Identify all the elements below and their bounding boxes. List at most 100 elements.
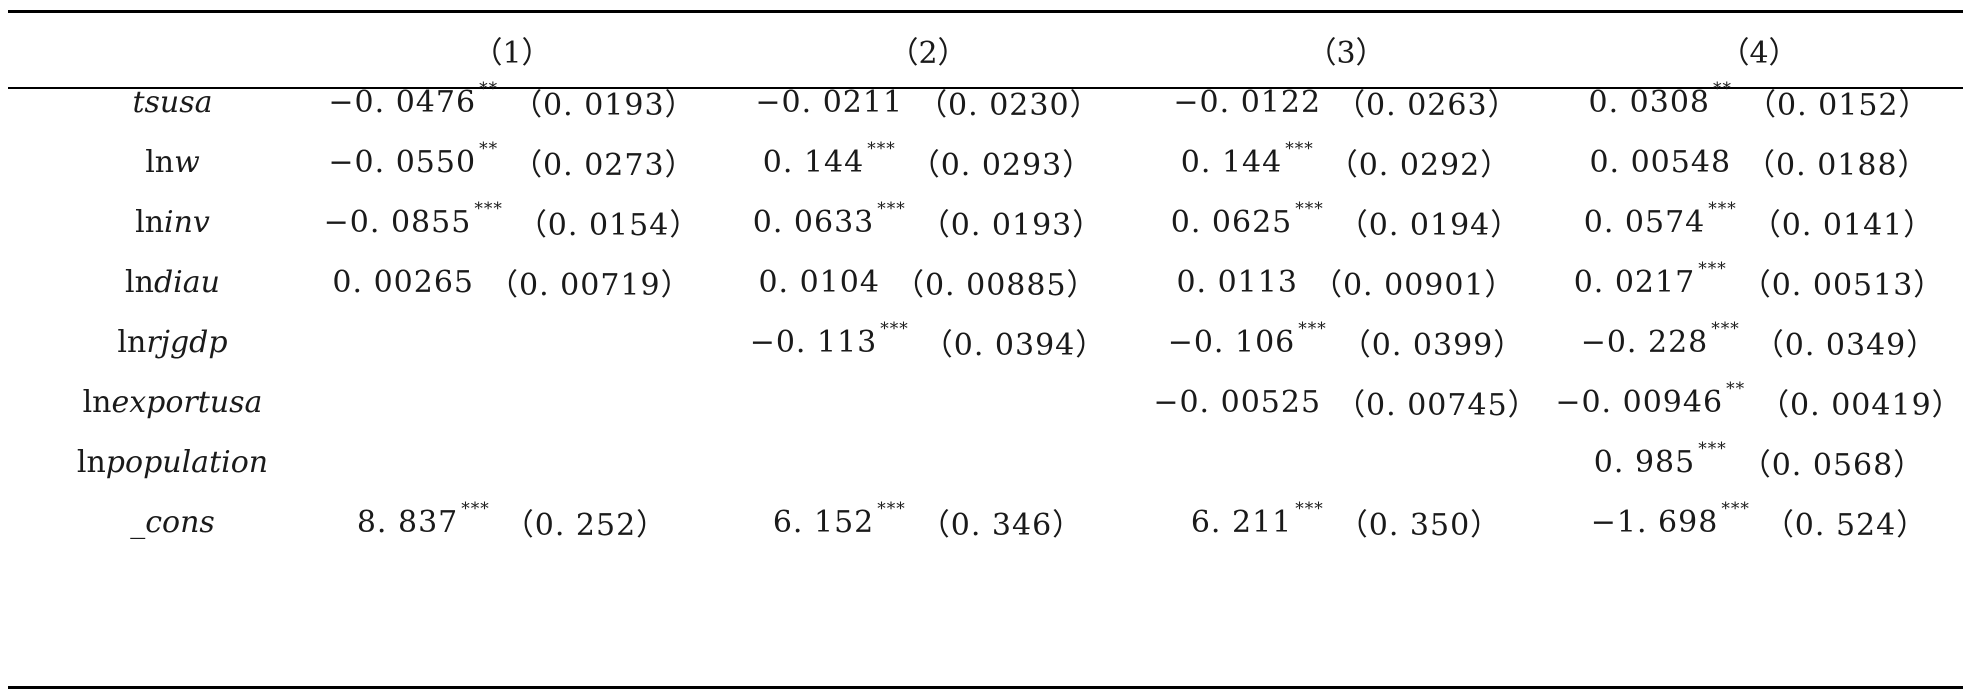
- significance-stars: **: [479, 79, 499, 99]
- coefficient: −1. 698: [1590, 504, 1719, 540]
- variable-label-name: _cons: [130, 504, 215, 540]
- significance-stars: ***: [1295, 499, 1324, 519]
- coefficient: 0. 0308: [1588, 84, 1710, 120]
- standard-error: （0. 0394）: [922, 328, 1107, 363]
- table-row: _cons 8. 837 *** （0. 252） 6. 152 *** （0. 346） 6…: [0, 492, 1971, 552]
- coefficient: 0. 144: [1180, 144, 1283, 180]
- variable-label-prefix: ln: [135, 204, 165, 240]
- coefficient: 6. 152: [772, 504, 875, 540]
- table-cell: −0. 113 *** （0. 0394）: [719, 312, 1137, 372]
- table-cell: 6. 152 *** （0. 346）: [719, 492, 1137, 552]
- coefficient: 0. 00548: [1589, 144, 1732, 180]
- significance-stars: ***: [1698, 259, 1727, 279]
- standard-error: （0. 0230）: [917, 88, 1101, 123]
- column-header-1: （1）: [472, 36, 552, 71]
- table-cell: 6. 211 *** （0. 350）: [1137, 492, 1555, 552]
- variable-label-prefix: ln: [82, 384, 112, 420]
- variable-label: ln w: [40, 132, 305, 192]
- table-cell: 0. 0574 *** （0. 0141）: [1555, 192, 1963, 252]
- significance-stars: ***: [1711, 319, 1740, 339]
- table-cell: [1137, 432, 1555, 492]
- variable-label: ln rjgdp: [40, 312, 305, 372]
- coefficient: 0. 0104: [758, 264, 880, 300]
- table-cell: 0. 0104 （0. 00885）: [719, 252, 1137, 312]
- table-cell: 0. 0633 *** （0. 0193）: [719, 192, 1137, 252]
- table-row: ln population 0. 985 *** （0. 0568）: [0, 432, 1971, 492]
- variable-label-prefix: ln: [145, 144, 175, 180]
- significance-stars: ***: [474, 199, 503, 219]
- variable-label-name: diau: [153, 264, 220, 300]
- significance-stars: ***: [877, 499, 906, 519]
- standard-error: （0. 346）: [919, 508, 1084, 543]
- coefficient: −0. 0476: [328, 84, 477, 120]
- standard-error: （0. 00901）: [1311, 268, 1516, 303]
- variable-label-name: exportusa: [111, 384, 263, 420]
- significance-stars: ***: [1285, 139, 1314, 159]
- coefficient: 0. 0574: [1583, 204, 1706, 240]
- significance-stars: ***: [461, 499, 490, 519]
- significance-stars: **: [1713, 79, 1732, 99]
- standard-error: （0. 0292）: [1327, 148, 1512, 183]
- significance-stars: ***: [877, 199, 906, 219]
- column-header-2: （2）: [888, 36, 968, 71]
- standard-error: （0. 0193）: [919, 208, 1104, 243]
- variable-label-name: inv: [164, 204, 210, 240]
- column-header-3: （3）: [1306, 36, 1386, 71]
- table-top-rule: [8, 10, 1963, 13]
- variable-label: ln population: [40, 432, 305, 492]
- coefficient: 0. 0113: [1176, 264, 1298, 300]
- coefficient: −0. 0122: [1173, 84, 1322, 120]
- standard-error: （0. 0399）: [1340, 328, 1525, 363]
- variable-label-prefix: ln: [117, 324, 147, 360]
- significance-stars: ***: [1698, 439, 1727, 459]
- coefficient: 0. 00265: [332, 264, 474, 300]
- table-cell: 0. 00548 （0. 0188）: [1555, 132, 1963, 192]
- table-row: ln exportusa −0. 00525 （0. 00745） −0. 00946 *…: [0, 372, 1971, 432]
- table-cell: 0. 144 *** （0. 0292）: [1137, 132, 1555, 192]
- table-row: ln inv −0. 0855 *** （0. 0154） 0. 0633 *** （0. 0…: [0, 192, 1971, 252]
- standard-error: （0. 0188）: [1745, 148, 1929, 183]
- table-cell: 0. 0625 *** （0. 0194）: [1137, 192, 1555, 252]
- standard-error: （0. 00513）: [1740, 268, 1945, 303]
- table-cell: −1. 698 *** （0. 524）: [1555, 492, 1963, 552]
- table-cell: 0. 985 *** （0. 0568）: [1555, 432, 1963, 492]
- table-cell: 0. 0308 ** （0. 0152）: [1555, 72, 1963, 132]
- table-cell: [305, 312, 719, 372]
- significance-stars: **: [479, 139, 499, 159]
- table-cell: 0. 0217 *** （0. 00513）: [1555, 252, 1963, 312]
- significance-stars: ***: [867, 139, 896, 159]
- variable-label-prefix: ln: [76, 444, 106, 480]
- table-cell: −0. 0122 （0. 0263）: [1137, 72, 1555, 132]
- coefficient: −0. 113: [749, 324, 878, 360]
- table-cell: −0. 0211 （0. 0230）: [719, 72, 1137, 132]
- variable-label: ln diau: [40, 252, 305, 312]
- table-cell: −0. 00525 （0. 00745）: [1137, 372, 1555, 432]
- table-cell: [719, 372, 1137, 432]
- standard-error: （0. 0154）: [516, 208, 701, 243]
- significance-stars: ***: [1708, 199, 1737, 219]
- variable-label-name: tsusa: [132, 84, 213, 120]
- standard-error: （0. 0293）: [909, 148, 1094, 183]
- column-header-4: （4）: [1719, 36, 1799, 71]
- standard-error: （0. 00745）: [1335, 388, 1539, 423]
- coefficient: 0. 985: [1593, 444, 1696, 480]
- significance-stars: ***: [1298, 319, 1327, 339]
- standard-error: （0. 0194）: [1337, 208, 1522, 243]
- standard-error: （0. 0273）: [512, 148, 696, 183]
- coefficient: −0. 0550: [328, 144, 477, 180]
- standard-error: （0. 252）: [503, 508, 668, 543]
- standard-error: （0. 00719）: [488, 268, 692, 303]
- table-cell: −0. 0550 ** （0. 0273）: [305, 132, 719, 192]
- variable-label: tsusa: [40, 72, 305, 132]
- coefficient: −0. 0855: [323, 204, 472, 240]
- coefficient: 8. 837: [356, 504, 459, 540]
- table-cell: 0. 00265 （0. 00719）: [305, 252, 719, 312]
- standard-error: （0. 0141）: [1750, 208, 1935, 243]
- significance-stars: ***: [880, 319, 909, 339]
- coefficient: −0. 106: [1167, 324, 1296, 360]
- table-row: ln rjgdp −0. 113 *** （0. 0394） −0. 106 *** （0. …: [0, 312, 1971, 372]
- variable-label-name: w: [174, 144, 200, 180]
- variable-label-name: rjgdp: [146, 324, 228, 360]
- coefficient: 0. 0625: [1170, 204, 1293, 240]
- standard-error: （0. 00885）: [893, 268, 1098, 303]
